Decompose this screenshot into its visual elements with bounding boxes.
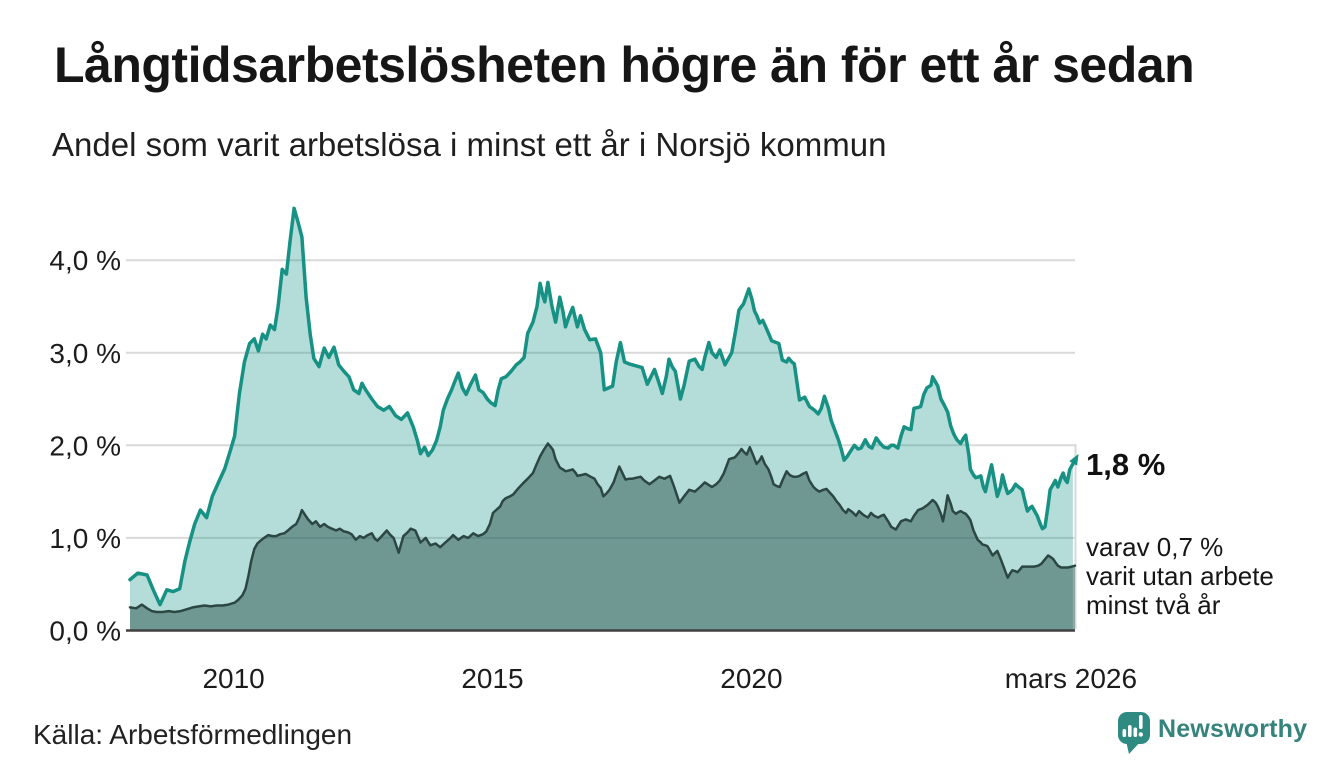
newsworthy-brand-name: Newsworthy [1158,715,1308,743]
series-line-min-two-years [128,442,1077,614]
page-title: Långtidsarbetslösheten högre än för ett … [54,37,1195,93]
y-tick-label: 4,0 % [49,245,121,276]
line-end-arrow [1069,453,1079,466]
x-tick-label: 2015 [461,663,523,694]
secondary-value-label: varav 0,7 % varit utan arbete minst två … [1086,533,1274,620]
series-area-min-two-years [130,443,1075,631]
series-line-min-one-year [128,206,1075,607]
newsworthy-logo-icon [1118,712,1150,754]
y-tick-label: 2,0 % [49,430,121,461]
secondary-value-line: minst två år [1086,590,1221,620]
secondary-value-line: varav 0,7 % [1086,532,1224,562]
x-tick-label: mars 2026 [1005,663,1137,694]
y-tick-label: 3,0 % [49,338,121,369]
x-tick-label: 2010 [202,663,264,694]
x-tick-label: 2020 [720,663,782,694]
chart-subtitle: Andel som varit arbetslösa i minst ett å… [52,126,887,163]
source-credit: Källa: Arbetsförmedlingen [33,719,353,750]
y-tick-label: 0,0 % [49,616,121,647]
y-tick-label: 1,0 % [49,523,121,554]
latest-value-label: 1,8 % [1086,447,1166,482]
secondary-value-line: varit utan arbete [1086,561,1274,591]
